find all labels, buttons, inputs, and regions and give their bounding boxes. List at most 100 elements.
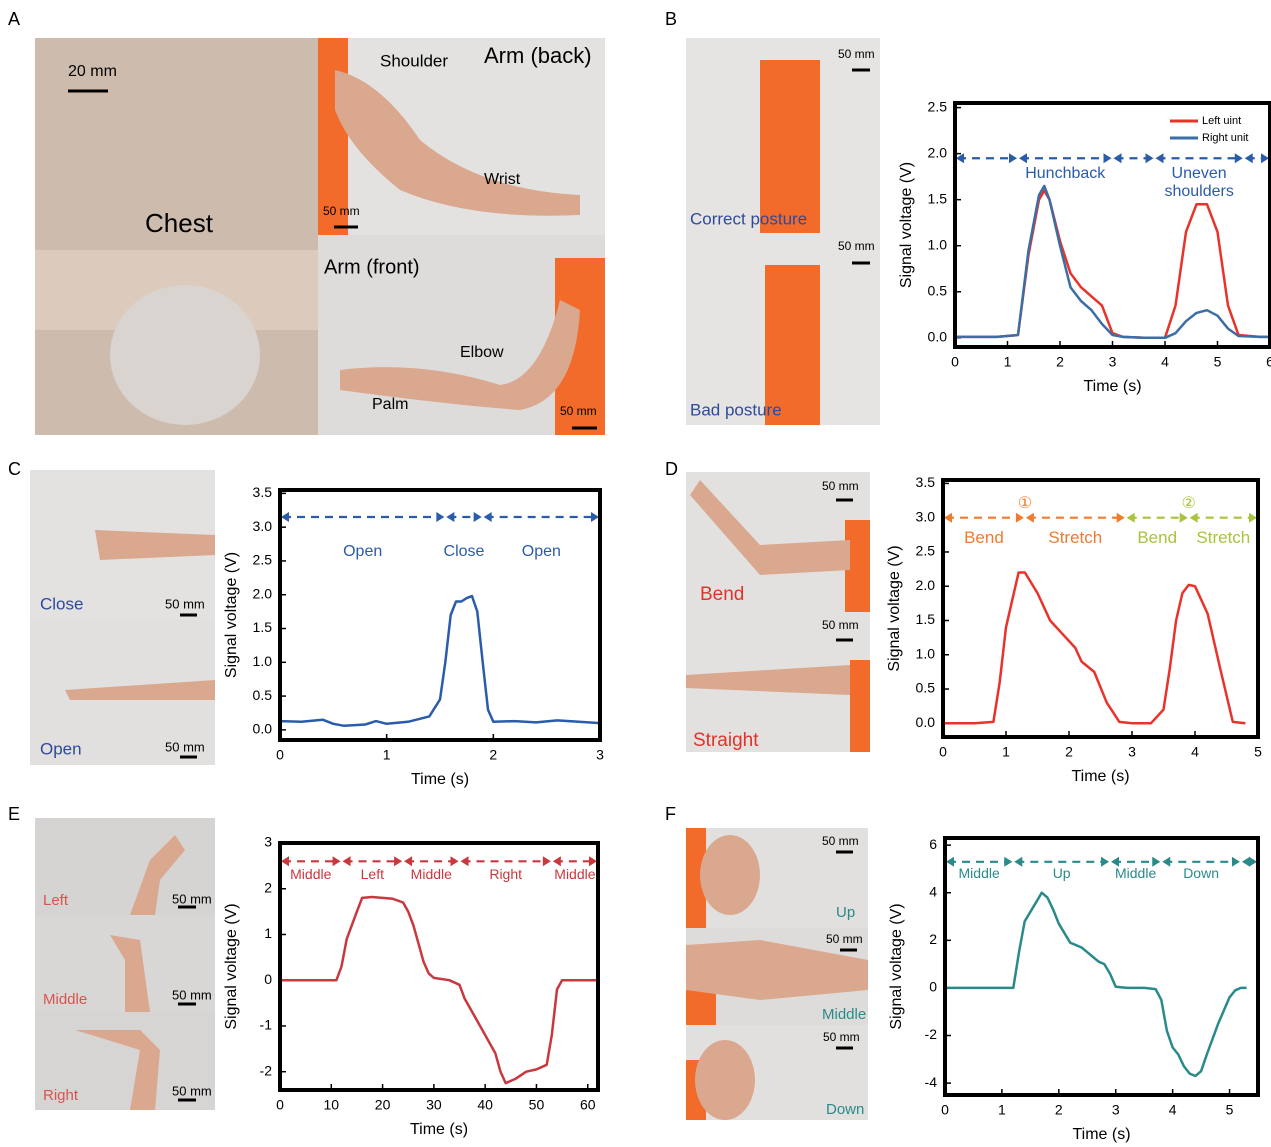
panel-letter: D [665, 459, 678, 479]
x-tick-label: 0 [276, 1097, 284, 1113]
photo-label: Middle [43, 991, 87, 1008]
segment-label: Stretch [1019, 529, 1132, 548]
photo-label: 50 mm [172, 1083, 212, 1098]
photo-label: 50 mm [822, 618, 859, 632]
x-axis-label: Time (s) [1071, 768, 1129, 785]
photo-label: 50 mm [826, 932, 863, 946]
data-line [280, 596, 600, 726]
arrow-head [944, 513, 952, 523]
y-tick-label: 3.0 [916, 508, 936, 524]
y-axis-label: Signal voltage (V) [223, 552, 240, 678]
arrow-head [1261, 153, 1269, 163]
y-tick-label: -4 [925, 1074, 938, 1090]
photo-label: Open [40, 739, 82, 758]
arrow-head [1127, 513, 1135, 523]
x-tick-label: 2 [1065, 744, 1073, 760]
legend-label: Right unit [1202, 132, 1248, 144]
photo-label: Elbow [460, 344, 504, 361]
photo-label: Down [826, 1101, 864, 1118]
y-tick-label: 3.0 [253, 518, 273, 534]
photo-label: Bend [700, 584, 744, 605]
x-tick-label: 5 [1254, 744, 1262, 760]
arrow-head [461, 856, 469, 866]
y-tick-label: 3.5 [916, 474, 936, 490]
arrow-head [474, 512, 482, 522]
x-axis-label: Time (s) [411, 771, 469, 788]
arrow-head [451, 856, 459, 866]
arrow-head [1156, 153, 1164, 163]
data-line [280, 897, 598, 1083]
photo-label: Chest [145, 208, 214, 238]
x-tick-label: 4 [1169, 1102, 1177, 1118]
arrow-head [591, 512, 599, 522]
x-tick-label: 40 [477, 1097, 493, 1113]
x-tick-label: 3 [1112, 1102, 1120, 1118]
arrow-head [394, 856, 402, 866]
photo-label: 50 mm [165, 596, 205, 611]
data-line [943, 573, 1245, 724]
figure: A20 mmChestShoulderArm (back)Wrist50 mmA… [0, 0, 1271, 1147]
photo-label: 20 mm [68, 63, 117, 80]
segment-label: Down [1155, 866, 1247, 881]
x-tick-label: 0 [939, 744, 947, 760]
x-tick-label: 5 [1226, 1102, 1234, 1118]
segment-marker: ② [1182, 495, 1196, 512]
y-tick-label: 1 [264, 925, 272, 941]
x-tick-label: 0 [276, 747, 284, 763]
x-tick-label: 1 [1004, 354, 1012, 370]
y-tick-label: 3.5 [253, 484, 273, 500]
y-tick-label: 0.5 [928, 282, 948, 298]
y-tick-label: 2 [929, 931, 937, 947]
y-tick-label: 0.0 [916, 714, 936, 730]
arrow-head [281, 856, 289, 866]
y-axis-label: Signal voltage (V) [898, 162, 915, 288]
data-line [945, 893, 1247, 1076]
arrow-head [543, 856, 551, 866]
y-axis-label: Signal voltage (V) [888, 903, 905, 1029]
arrow-head [281, 512, 289, 522]
arrow-head [1249, 857, 1257, 867]
photo-label: Wrist [484, 171, 521, 188]
y-tick-label: 2.0 [928, 144, 948, 160]
arrow-head [343, 856, 351, 866]
y-tick-label: 2.5 [928, 98, 948, 114]
x-tick-label: 20 [375, 1097, 391, 1113]
arrow-head [589, 856, 597, 866]
x-tick-label: 1 [998, 1102, 1006, 1118]
y-tick-label: 6 [929, 836, 937, 852]
segment-label: Up [1007, 866, 1116, 881]
arrow-head [1249, 513, 1257, 523]
panel-letter: B [665, 9, 677, 29]
y-tick-label: 0.5 [916, 680, 936, 696]
x-tick-label: 6 [1266, 354, 1271, 370]
segment-label: Right [454, 867, 558, 882]
photo-label: Right [43, 1087, 79, 1104]
segment-label: Stretch [1183, 529, 1264, 548]
photo-label: Shoulder [380, 51, 448, 70]
photo-label: 50 mm [172, 987, 212, 1002]
y-tick-label: 0 [264, 971, 272, 987]
photo-shoulder [695, 1040, 755, 1120]
arrow-head [1104, 153, 1112, 163]
segment-label: Uneven shoulders [1149, 165, 1250, 200]
arrow-head [1009, 153, 1017, 163]
arrow-head [333, 856, 341, 866]
photo-label: Correct posture [690, 209, 807, 228]
photo-label: 50 mm [823, 1030, 860, 1044]
x-tick-label: 0 [941, 1102, 949, 1118]
arrow-head [1180, 513, 1188, 523]
x-tick-label: 3 [1109, 354, 1117, 370]
y-tick-label: 0.0 [928, 328, 948, 344]
legend-label: Left uint [1202, 115, 1241, 127]
segment-label: Middle [546, 867, 604, 882]
photo-label: 50 mm [165, 739, 205, 754]
arrow-head [1016, 513, 1024, 523]
y-tick-label: -2 [260, 1062, 273, 1078]
x-tick-label: 0 [951, 354, 959, 370]
y-tick-label: -1 [260, 1017, 273, 1033]
photo-shirt [760, 60, 820, 233]
panel-letter: F [665, 804, 676, 824]
y-tick-label: 1.0 [928, 236, 948, 252]
x-tick-label: 1 [1002, 744, 1010, 760]
arrow-head [404, 856, 412, 866]
